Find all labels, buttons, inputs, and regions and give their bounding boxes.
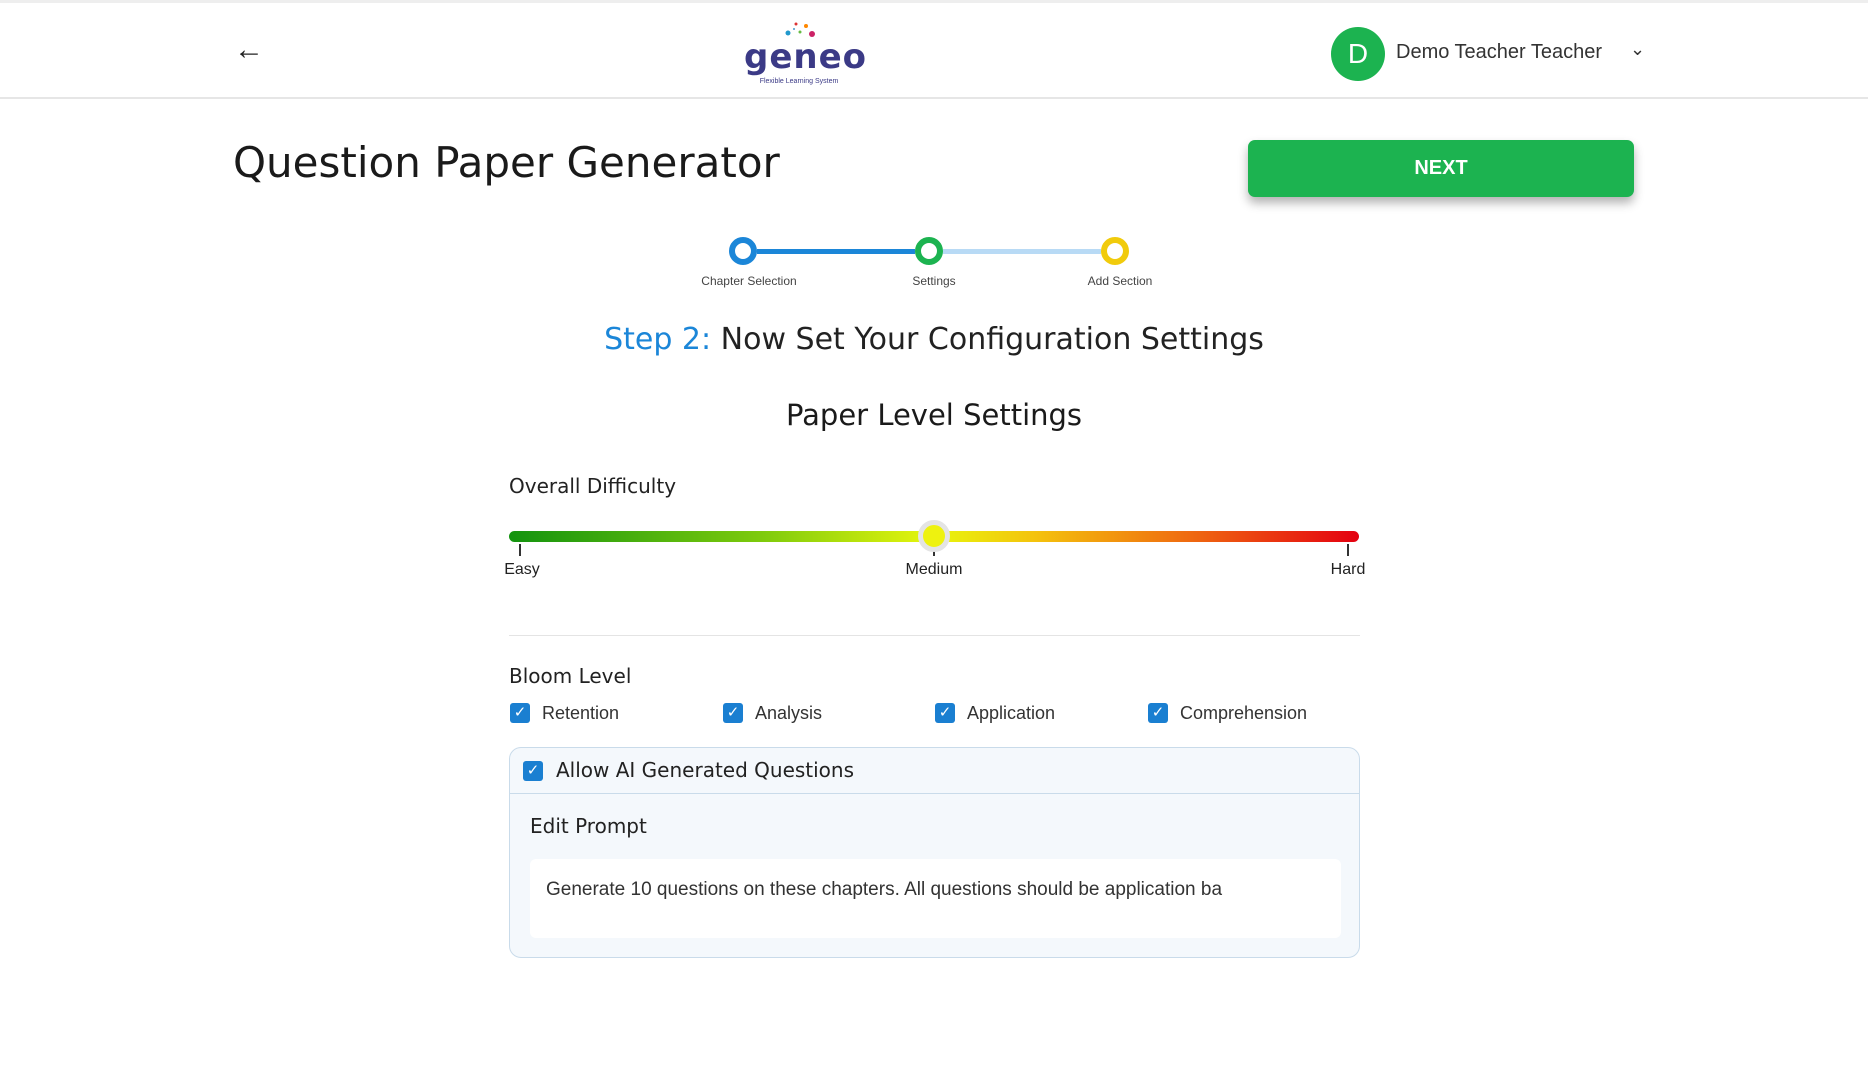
- bloom-level-label: Bloom Level: [509, 664, 632, 688]
- allow-ai-label: Allow AI Generated Questions: [556, 758, 855, 782]
- tick-label-hard: Hard: [1330, 561, 1366, 578]
- ai-card-header: ✓ Allow AI Generated Questions: [510, 748, 1359, 794]
- user-name[interactable]: Demo Teacher Teacher: [1396, 41, 1603, 63]
- geneo-logo[interactable]: geneo Flexible Learning System: [744, 21, 868, 91]
- checkbox-label: Retention: [542, 703, 620, 723]
- step-label: Chapter Selection: [701, 274, 797, 288]
- top-bar: ← geneo Flexible Learning System D Demo …: [0, 0, 1868, 99]
- chevron-down-icon[interactable]: ⌄: [1630, 39, 1646, 59]
- tick-mark: [519, 544, 521, 556]
- tick-label-medium: Medium: [905, 561, 963, 578]
- page-title: Question Paper Generator: [233, 138, 780, 187]
- checkbox-retention[interactable]: ✓: [510, 703, 530, 723]
- arrow-left-icon[interactable]: ←: [234, 33, 264, 66]
- tick-mark: [1347, 544, 1349, 556]
- step-number: Step 2:: [604, 322, 712, 357]
- step-heading: Step 2: Now Set Your Configuration Setti…: [0, 322, 1868, 357]
- section-title: Paper Level Settings: [785, 398, 1083, 432]
- checkbox-label: Comprehension: [1180, 703, 1308, 723]
- edit-prompt-label: Edit Prompt: [530, 814, 647, 838]
- step-label: Add Section: [1087, 274, 1153, 288]
- step-dot-add-section[interactable]: [1101, 237, 1129, 265]
- avatar[interactable]: D: [1331, 27, 1385, 81]
- logo-text: geneo: [744, 37, 868, 77]
- difficulty-slider-thumb[interactable]: [918, 520, 950, 552]
- divider: [509, 635, 1360, 636]
- ai-questions-card: ✓ Allow AI Generated Questions Edit Prom…: [509, 747, 1360, 958]
- step-connector-completed: [757, 249, 915, 254]
- sparkle-icon: [785, 22, 815, 37]
- tick-label-easy: Easy: [504, 561, 540, 578]
- next-button[interactable]: NEXT: [1248, 140, 1634, 197]
- difficulty-label: Overall Difficulty: [509, 474, 677, 498]
- step-label: Settings: [912, 274, 956, 288]
- step-dot-settings[interactable]: [915, 237, 943, 265]
- step-dot-chapter-selection[interactable]: [729, 237, 757, 265]
- prompt-input[interactable]: Generate 10 questions on these chapters.…: [530, 859, 1341, 938]
- checkbox-label: Analysis: [755, 703, 823, 723]
- step-connector-pending: [943, 249, 1101, 254]
- checkbox-label: Application: [967, 703, 1056, 723]
- checkbox-analysis[interactable]: ✓: [723, 703, 743, 723]
- checkbox-application[interactable]: ✓: [935, 703, 955, 723]
- checkbox-comprehension[interactable]: ✓: [1148, 703, 1168, 723]
- logo-tagline: Flexible Learning System: [759, 78, 839, 85]
- step-heading-text: Now Set Your Configuration Settings: [720, 322, 1264, 357]
- checkbox-allow-ai[interactable]: ✓: [523, 761, 543, 781]
